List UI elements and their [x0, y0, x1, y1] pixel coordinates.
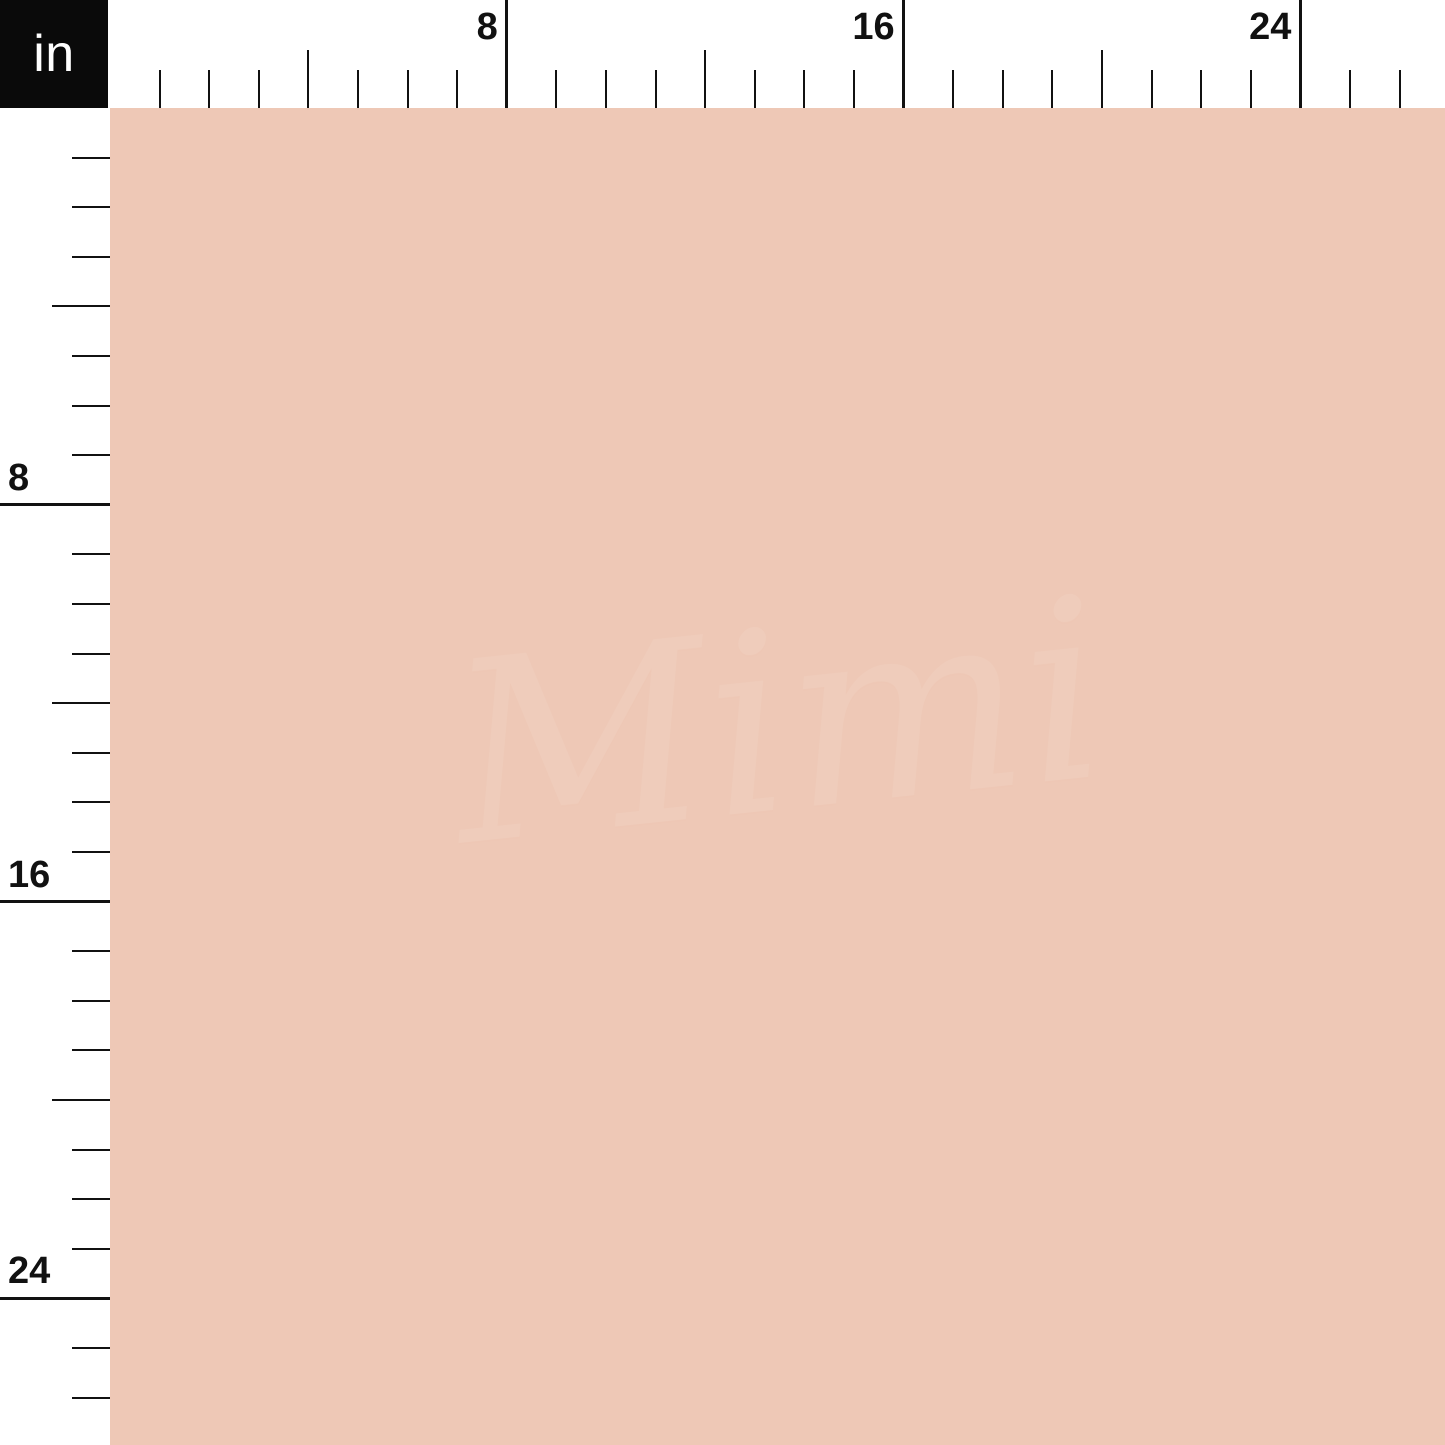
ruler-tick-horizontal: [357, 70, 359, 108]
ruler-tick-horizontal: [1001, 70, 1004, 108]
ruler-tick-horizontal: [307, 50, 310, 108]
unit-badge-label: in: [33, 25, 75, 83]
ruler-tick-vertical: [72, 1396, 110, 1399]
ruler-label-vertical: 8: [8, 456, 30, 499]
ruler-tick-horizontal: [406, 70, 409, 108]
ruler-tick-horizontal: [1398, 70, 1401, 108]
ruler-tick-vertical: [72, 255, 110, 258]
ruler-tick-vertical: [72, 1148, 110, 1151]
ruler-tick-horizontal: [605, 70, 607, 108]
unit-badge: in: [0, 0, 108, 108]
ruler-label-horizontal: 8: [476, 6, 498, 48]
ruler-tick-vertical: [72, 553, 110, 556]
ruler-tick-horizontal: [1200, 70, 1203, 108]
ruler-tick-vertical: [0, 1296, 110, 1300]
ruler-tick-vertical: [72, 156, 110, 159]
ruler-tick-horizontal: [952, 70, 955, 108]
ruler-tick-horizontal: [257, 70, 260, 108]
ruler-tick-vertical: [72, 801, 110, 804]
ruler-tick-horizontal: [654, 70, 657, 108]
fabric-swatch[interactable]: Mimi: [110, 108, 1445, 1445]
ruler-tick-vertical: [72, 999, 110, 1002]
ruler-tick-horizontal: [902, 0, 906, 108]
ruler-tick-vertical: [72, 652, 110, 655]
ruler-label-vertical: 16: [8, 853, 51, 896]
ruler-tick-vertical: [72, 355, 110, 357]
ruler-tick-vertical: [72, 950, 110, 953]
ruler-tick-vertical: [72, 851, 110, 853]
ruler-horizontal: 8 16 24: [108, 0, 1445, 108]
ruler-tick-vertical: [72, 1347, 110, 1349]
ruler-tick-vertical: [72, 404, 110, 407]
ruler-tick-vertical: [52, 305, 110, 308]
ruler-label-vertical: 24: [8, 1250, 51, 1293]
ruler-tick-horizontal: [505, 0, 509, 108]
ruler-tick-vertical: [52, 1099, 110, 1101]
ruler-tick-horizontal: [704, 50, 707, 108]
ruler-label-horizontal: 24: [1249, 6, 1292, 48]
ruler-tick-vertical: [72, 1247, 110, 1250]
ruler-tick-horizontal: [1349, 70, 1351, 108]
ruler-tick-vertical: [72, 1049, 110, 1052]
ruler-tick-vertical: [52, 702, 110, 705]
ruler-tick-vertical: [0, 503, 110, 507]
ruler-tick-vertical: [72, 603, 110, 605]
ruler-tick-horizontal: [208, 70, 211, 108]
ruler-tick-horizontal: [555, 70, 558, 108]
ruler-tick-vertical: [72, 1198, 110, 1201]
ruler-tick-horizontal: [1249, 70, 1252, 108]
ruler-tick-horizontal: [853, 70, 855, 108]
ruler-label-horizontal: 16: [852, 6, 895, 48]
ruler-tick-horizontal: [1051, 70, 1054, 108]
swatch-background: [110, 108, 1445, 1445]
ruler-tick-horizontal: [1298, 0, 1302, 108]
ruler-tick-horizontal: [803, 70, 806, 108]
ruler-tick-vertical: [72, 206, 110, 209]
ruler-tick-horizontal: [753, 70, 756, 108]
ruler-tick-horizontal: [1101, 50, 1103, 108]
ruler-tick-vertical: [0, 900, 110, 904]
ruler-tick-vertical: [72, 751, 110, 754]
ruler-tick-vertical: [72, 454, 110, 457]
ruler-tick-horizontal: [158, 70, 161, 108]
ruler-tick-horizontal: [1150, 70, 1153, 108]
ruler-vertical: 8 16 24: [0, 106, 110, 1445]
ruler-tick-horizontal: [456, 70, 459, 108]
